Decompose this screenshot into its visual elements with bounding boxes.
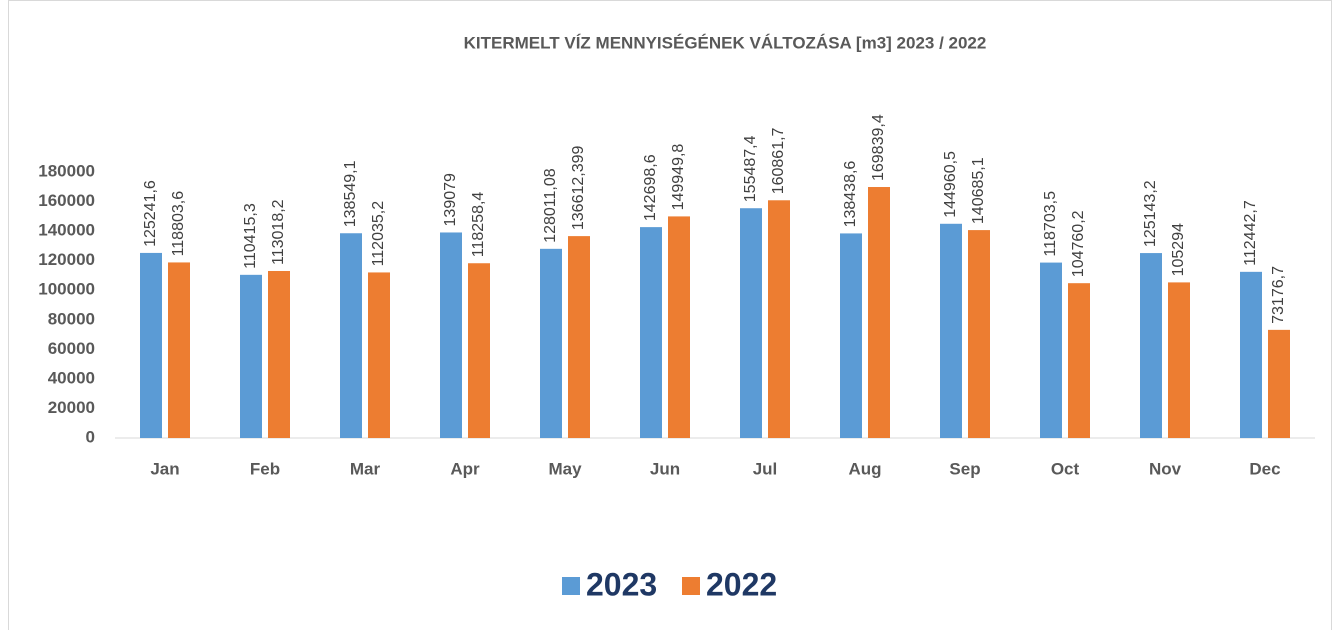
x-tick-label: Sep <box>949 459 980 478</box>
bar <box>240 274 262 438</box>
bar <box>468 263 490 438</box>
y-tick-label: 140000 <box>38 221 95 240</box>
x-tick-label: Jul <box>753 459 778 478</box>
bar <box>1240 271 1262 438</box>
value-label: 105294 <box>1170 223 1187 276</box>
bar <box>740 208 762 438</box>
value-label: 155487,4 <box>742 135 759 202</box>
y-tick-label: 120000 <box>38 250 95 269</box>
value-label: 118258,4 <box>470 192 487 258</box>
bar <box>140 252 162 438</box>
legend-swatch <box>562 577 580 595</box>
bar <box>668 216 690 438</box>
bar <box>168 262 190 438</box>
value-label: 128011,08 <box>542 168 559 243</box>
value-label: 110415,3 <box>242 203 259 269</box>
bar <box>640 227 662 438</box>
value-label: 112442,7 <box>1242 200 1259 266</box>
value-label: 144960,5 <box>942 151 959 218</box>
bar <box>368 272 390 438</box>
x-tick-label: May <box>548 459 582 478</box>
value-label: 104760,2 <box>1070 210 1087 277</box>
x-tick-label: Feb <box>250 459 280 478</box>
x-tick-label: Mar <box>350 459 381 478</box>
x-tick-label: Dec <box>1249 459 1280 478</box>
bar <box>840 233 862 438</box>
y-tick-label: 180000 <box>38 161 95 180</box>
chart-border <box>8 0 1332 630</box>
value-label: 139079 <box>442 173 459 226</box>
bar <box>768 200 790 438</box>
bar <box>268 270 290 438</box>
value-label: 113018,2 <box>270 199 287 265</box>
bar <box>1268 329 1290 438</box>
legend-label: 2023 <box>586 566 657 602</box>
value-label: 125241,6 <box>142 180 159 247</box>
bar <box>940 223 962 438</box>
x-tick-label: Oct <box>1051 459 1080 478</box>
bar <box>540 248 562 438</box>
x-tick-label: Nov <box>1149 459 1182 478</box>
bar <box>340 233 362 438</box>
x-tick-label: Jun <box>650 459 680 478</box>
value-label: 118703,5 <box>1042 191 1059 257</box>
y-tick-label: 80000 <box>48 309 95 328</box>
value-label: 73176,7 <box>1270 266 1287 324</box>
value-label: 125143,2 <box>1142 180 1159 247</box>
value-label: 169839,4 <box>870 114 887 181</box>
legend-label: 2022 <box>706 566 777 602</box>
y-tick-label: 100000 <box>38 280 95 299</box>
bar <box>440 232 462 438</box>
bar <box>1068 283 1090 438</box>
bar <box>868 187 890 438</box>
value-label: 112035,2 <box>370 201 387 267</box>
value-label: 142698,6 <box>642 154 659 221</box>
x-tick-label: Jan <box>150 459 179 478</box>
value-label: 138549,1 <box>342 160 359 227</box>
y-tick-label: 0 <box>86 427 95 446</box>
y-tick-label: 60000 <box>48 339 95 358</box>
legend-swatch <box>682 577 700 595</box>
bar <box>968 230 990 438</box>
y-tick-label: 20000 <box>48 398 95 417</box>
bar <box>1140 253 1162 438</box>
x-tick-label: Apr <box>450 459 480 478</box>
x-tick-label: Aug <box>848 459 881 478</box>
y-tick-label: 160000 <box>38 191 95 210</box>
y-tick-label: 40000 <box>48 368 95 387</box>
value-label: 136612,399 <box>570 145 587 230</box>
value-label: 138438,6 <box>842 161 859 228</box>
value-label: 118803,6 <box>170 191 187 257</box>
value-label: 160861,7 <box>770 127 787 194</box>
bar <box>568 236 590 438</box>
chart-title: KITERMELT VÍZ MENNYISÉGÉNEK VÁLTOZÁSA [m… <box>464 33 987 52</box>
value-label: 140685,1 <box>970 157 987 224</box>
bar <box>1040 262 1062 438</box>
bar <box>1168 282 1190 438</box>
value-label: 149949,8 <box>670 144 687 211</box>
